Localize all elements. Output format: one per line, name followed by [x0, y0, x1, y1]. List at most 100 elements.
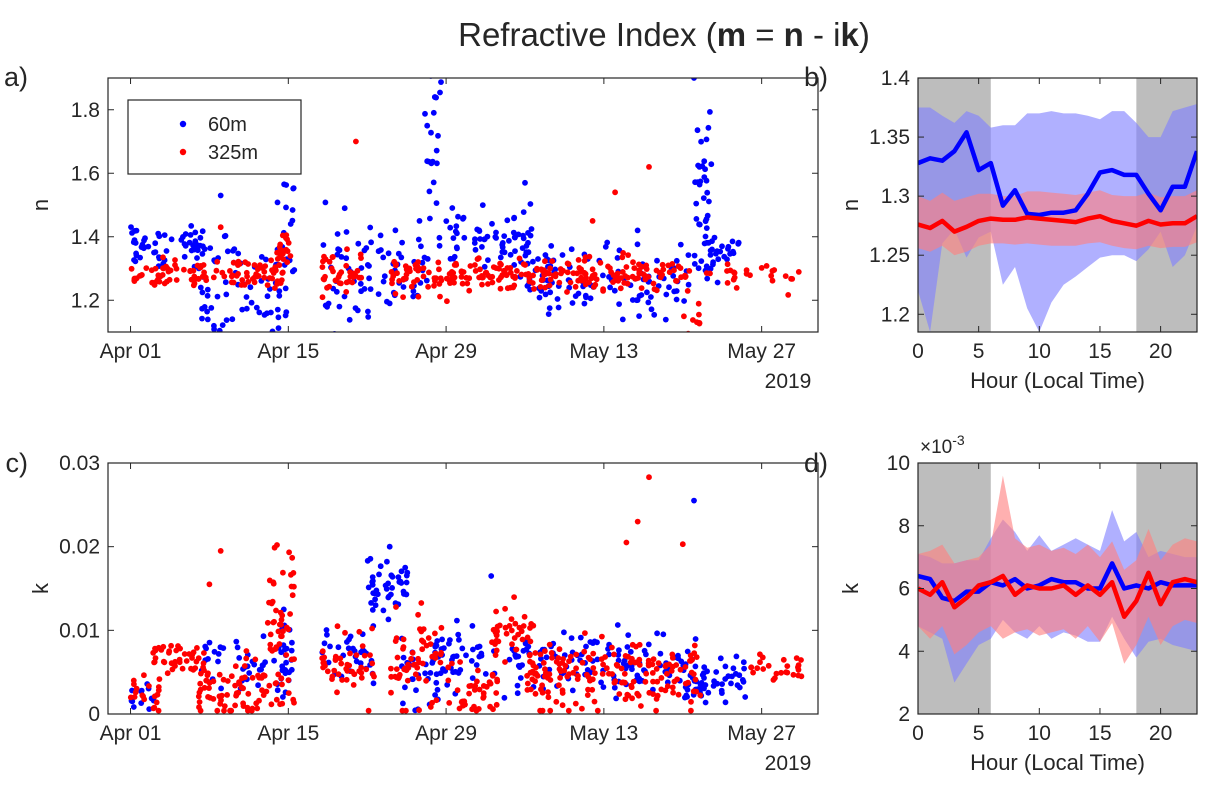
data-point	[513, 646, 520, 653]
data-point	[770, 677, 777, 683]
data-point	[702, 233, 709, 240]
data-point	[644, 289, 650, 296]
data-point	[769, 277, 776, 284]
data-point	[609, 671, 615, 677]
data-point	[319, 648, 326, 655]
data-point	[400, 294, 406, 300]
data-point	[223, 291, 230, 298]
data-point	[701, 67, 707, 73]
data-point	[404, 677, 411, 684]
data-point	[711, 678, 717, 685]
data-point	[472, 262, 478, 268]
data-point	[685, 281, 692, 288]
data-point	[161, 659, 168, 666]
data-point	[246, 670, 253, 676]
data-point	[569, 687, 576, 694]
data-point	[437, 651, 444, 658]
data-point	[698, 138, 704, 145]
data-point	[381, 273, 388, 280]
data-point	[188, 223, 195, 229]
data-point	[459, 280, 466, 287]
data-point	[587, 639, 594, 645]
data-point	[450, 274, 457, 281]
data-point	[454, 617, 460, 624]
data-point	[275, 325, 282, 331]
data-point	[710, 261, 716, 268]
data-point	[504, 217, 511, 224]
data-point	[329, 673, 336, 680]
data-point	[493, 235, 499, 241]
data-point	[630, 678, 637, 685]
data-point	[206, 581, 213, 588]
data-point	[479, 244, 485, 250]
data-point	[368, 600, 374, 606]
data-point	[538, 655, 544, 662]
data-point	[685, 679, 691, 686]
data-point	[793, 655, 800, 661]
data-point	[685, 252, 692, 258]
data-point	[664, 683, 671, 690]
data-point	[398, 580, 405, 586]
data-point	[279, 612, 286, 619]
data-point	[443, 275, 450, 282]
data-point	[201, 684, 208, 691]
data-point	[471, 703, 477, 710]
data-point	[645, 660, 652, 667]
data-point	[224, 678, 231, 684]
data-point	[511, 282, 518, 289]
data-point	[624, 280, 631, 287]
data-point	[263, 688, 270, 695]
data-point	[428, 129, 434, 136]
y-tick-label: 1.4	[71, 226, 101, 249]
data-point	[335, 644, 342, 651]
data-point	[634, 241, 641, 248]
data-point	[432, 630, 438, 637]
data-point	[288, 647, 295, 654]
data-point	[463, 652, 469, 659]
data-point	[477, 266, 483, 273]
data-point	[287, 611, 293, 617]
plot-body	[918, 104, 1197, 332]
data-point	[384, 298, 390, 305]
data-point	[211, 326, 217, 332]
data-point	[255, 682, 261, 689]
data-point	[137, 254, 144, 261]
data-point	[520, 232, 526, 239]
panel-a: Apr 01 Apr 15 Apr 29 May 13 May 27 1.2 1.4 1.6 1…	[4, 62, 819, 393]
data-point	[535, 256, 541, 262]
series-60m	[128, 67, 742, 332]
data-point	[279, 232, 286, 239]
data-point	[155, 644, 162, 651]
data-point	[517, 675, 524, 681]
data-point	[542, 648, 548, 654]
data-point	[697, 692, 704, 699]
data-point	[424, 158, 431, 165]
data-point	[508, 616, 515, 622]
data-point	[280, 569, 286, 576]
data-point	[416, 659, 422, 666]
data-point	[430, 179, 437, 186]
data-point	[538, 277, 545, 284]
data-point	[545, 689, 551, 695]
data-point	[405, 664, 412, 671]
data-point	[218, 685, 225, 692]
data-point	[555, 655, 562, 661]
data-point	[395, 250, 402, 257]
data-point	[329, 254, 336, 260]
data-point	[278, 251, 285, 257]
data-point	[557, 674, 563, 681]
data-point	[623, 539, 630, 546]
data-point	[204, 286, 211, 293]
data-point	[191, 280, 198, 287]
data-point	[332, 277, 339, 284]
data-point	[567, 279, 574, 286]
data-point	[152, 279, 159, 285]
data-point	[600, 684, 607, 690]
data-point	[507, 251, 514, 258]
data-point	[625, 252, 631, 258]
data-point	[322, 302, 329, 309]
data-point	[445, 677, 452, 684]
data-point	[256, 309, 263, 316]
data-point	[146, 706, 153, 712]
data-point	[277, 280, 284, 286]
